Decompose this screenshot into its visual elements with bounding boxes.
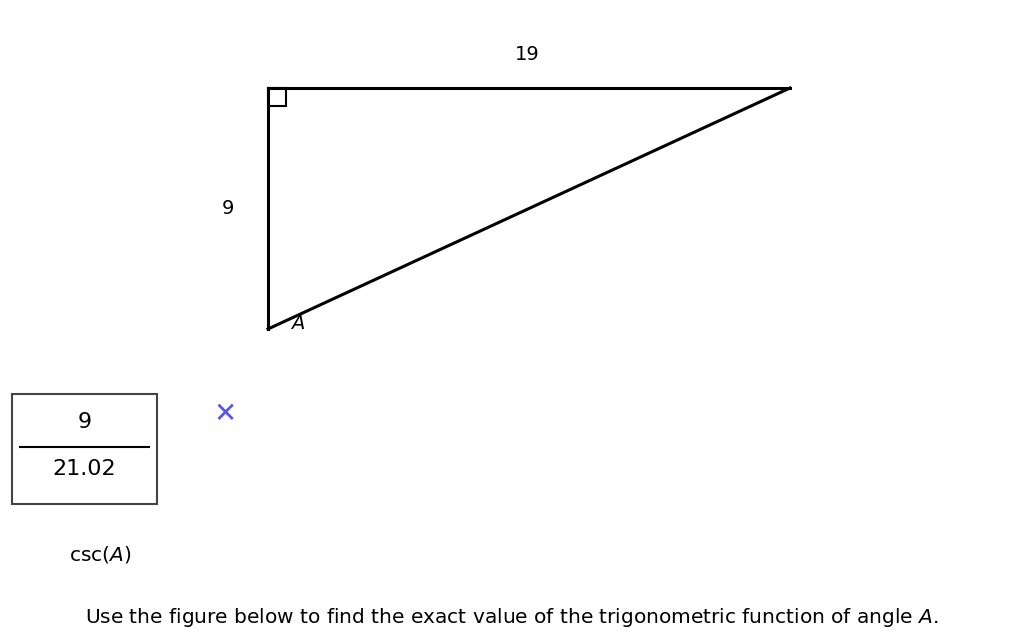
Text: 21.02: 21.02 [52, 459, 117, 479]
Text: $\mathrm{csc}(A)$: $\mathrm{csc}(A)$ [69, 544, 131, 565]
Bar [268, 88, 286, 106]
Text: 19: 19 [515, 44, 540, 63]
Text: 9: 9 [222, 200, 234, 219]
Bar [12, 394, 157, 504]
Text: ✕: ✕ [213, 400, 237, 428]
Text: Use the figure below to find the exact value of the trigonometric function of an: Use the figure below to find the exact v… [85, 606, 939, 629]
Text: 9: 9 [78, 411, 91, 432]
Text: $A$: $A$ [290, 314, 305, 333]
